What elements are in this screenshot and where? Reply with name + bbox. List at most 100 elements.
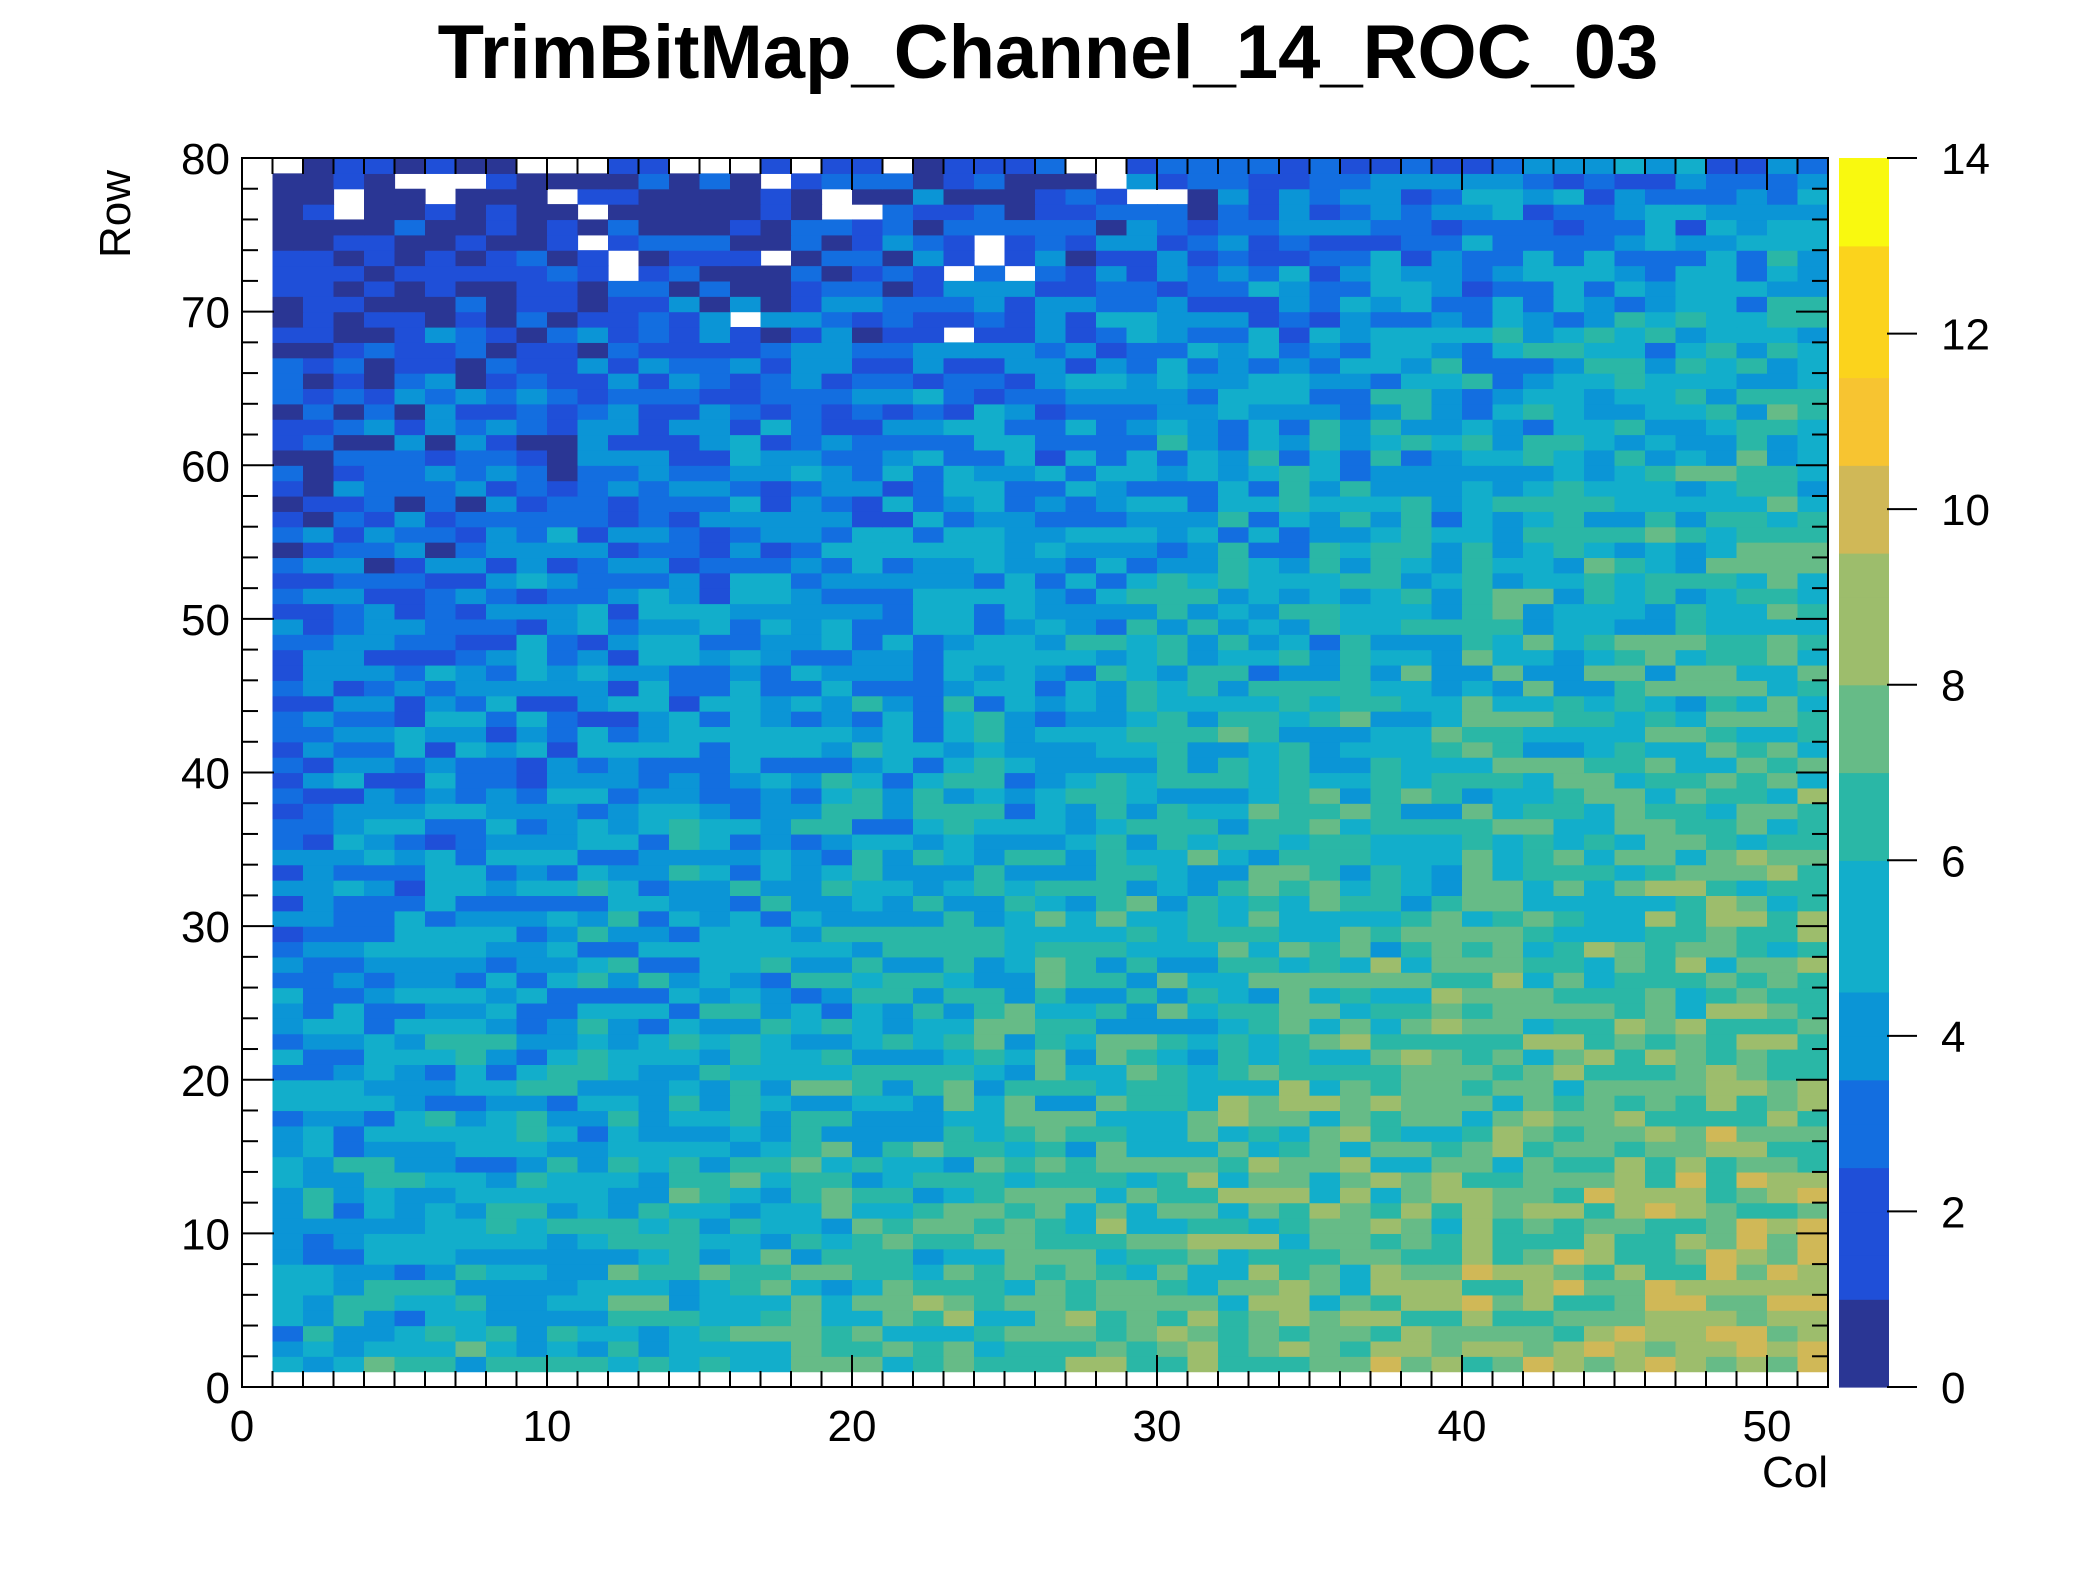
heatmap-cell bbox=[516, 173, 548, 190]
heatmap-cell bbox=[1767, 265, 1799, 282]
heatmap-cell bbox=[791, 603, 823, 620]
heatmap-cell bbox=[669, 204, 701, 221]
heatmap-cell bbox=[852, 480, 884, 497]
heatmap-cell bbox=[1431, 465, 1463, 482]
heatmap-cell bbox=[577, 757, 609, 774]
heatmap-cell bbox=[1065, 880, 1097, 896]
heatmap-cell bbox=[1706, 357, 1738, 374]
heatmap-cell bbox=[272, 833, 304, 850]
heatmap-cell bbox=[1492, 849, 1524, 866]
heatmap-cell bbox=[1126, 542, 1158, 559]
heatmap-cell bbox=[1553, 265, 1585, 282]
heatmap-cell bbox=[1187, 1356, 1219, 1373]
heatmap-cell bbox=[1614, 941, 1646, 958]
heatmap-cell bbox=[455, 1049, 487, 1065]
heatmap-cell bbox=[1401, 603, 1433, 620]
heatmap-cell bbox=[303, 803, 335, 820]
heatmap-cell bbox=[699, 726, 731, 743]
heatmap-cell bbox=[1187, 403, 1219, 420]
heatmap-cell bbox=[760, 711, 792, 728]
heatmap-cell bbox=[1370, 634, 1402, 651]
heatmap-cell bbox=[699, 449, 731, 466]
heatmap-cell bbox=[272, 280, 304, 297]
heatmap-cell bbox=[486, 1064, 518, 1081]
heatmap-cell bbox=[486, 250, 518, 267]
heatmap-cell bbox=[516, 588, 548, 605]
heatmap-cell bbox=[1675, 188, 1707, 205]
heatmap-cell bbox=[455, 480, 487, 497]
heatmap-cell bbox=[1035, 1233, 1067, 1250]
heatmap-cell bbox=[577, 634, 609, 651]
heatmap-cell bbox=[760, 542, 792, 559]
heatmap-cell bbox=[1431, 603, 1463, 620]
heatmap-cell bbox=[1523, 726, 1555, 743]
y-tick-label: 20 bbox=[181, 1057, 230, 1106]
heatmap-cell bbox=[1126, 972, 1158, 989]
heatmap-cell bbox=[1584, 1049, 1616, 1065]
heatmap-cell bbox=[913, 373, 945, 390]
heatmap-cell bbox=[1004, 1356, 1036, 1373]
heatmap-cell bbox=[272, 1033, 304, 1050]
heatmap-cell bbox=[1706, 926, 1738, 943]
heatmap-cell bbox=[486, 1095, 518, 1112]
heatmap-cell bbox=[364, 1002, 396, 1019]
heatmap-cell bbox=[1126, 1110, 1158, 1127]
heatmap-cell bbox=[1218, 864, 1250, 881]
heatmap-cell bbox=[303, 1310, 335, 1327]
heatmap-cell bbox=[730, 757, 762, 774]
heatmap-cell bbox=[669, 1156, 701, 1173]
heatmap-cell bbox=[272, 618, 304, 635]
heatmap-cell bbox=[1340, 1294, 1372, 1311]
heatmap-cell bbox=[791, 1018, 823, 1035]
heatmap-cell bbox=[730, 1125, 762, 1142]
heatmap-cell bbox=[699, 296, 731, 313]
heatmap-cell bbox=[1340, 910, 1372, 927]
heatmap-cell bbox=[1645, 296, 1677, 313]
heatmap-cell bbox=[547, 880, 579, 896]
heatmap-cell bbox=[1675, 511, 1707, 528]
heatmap-cell bbox=[1309, 1294, 1341, 1311]
heatmap-cell bbox=[1431, 1248, 1463, 1265]
heatmap-cell bbox=[882, 480, 914, 497]
heatmap-cell bbox=[1492, 926, 1524, 943]
heatmap-cell bbox=[638, 373, 670, 390]
heatmap-cell bbox=[821, 880, 853, 896]
heatmap-cell bbox=[638, 787, 670, 804]
heatmap-cell bbox=[1370, 342, 1402, 359]
heatmap-cell bbox=[1706, 250, 1738, 267]
heatmap-cell bbox=[1675, 1018, 1707, 1035]
heatmap-cell bbox=[852, 311, 884, 328]
heatmap-cell bbox=[1187, 265, 1219, 282]
heatmap-cell bbox=[1706, 987, 1738, 1004]
heatmap-cell bbox=[943, 649, 975, 666]
heatmap-cell bbox=[547, 695, 579, 712]
heatmap-cell bbox=[1462, 204, 1494, 221]
heatmap-cell bbox=[1126, 1233, 1158, 1250]
heatmap-cell bbox=[1340, 1310, 1372, 1327]
heatmap-cell bbox=[882, 1110, 914, 1127]
heatmap-cell bbox=[303, 926, 335, 943]
heatmap-cell bbox=[1126, 1218, 1158, 1234]
heatmap-cell bbox=[1706, 1218, 1738, 1234]
heatmap-cell bbox=[1462, 557, 1494, 574]
heatmap-cell bbox=[1187, 311, 1219, 328]
heatmap-cell bbox=[1340, 511, 1372, 528]
heatmap-cell bbox=[913, 1356, 945, 1373]
heatmap-cell bbox=[943, 1018, 975, 1035]
heatmap-cell bbox=[1553, 803, 1585, 820]
heatmap-cell bbox=[1004, 1110, 1036, 1127]
heatmap-cell bbox=[1431, 864, 1463, 881]
heatmap-cell bbox=[608, 1095, 640, 1112]
heatmap-cell bbox=[1431, 1156, 1463, 1173]
heatmap-cell bbox=[730, 526, 762, 543]
heatmap-cell bbox=[1675, 388, 1707, 405]
heatmap-cell bbox=[1523, 1356, 1555, 1373]
heatmap-cell bbox=[791, 634, 823, 651]
heatmap-cell bbox=[1767, 757, 1799, 774]
heatmap-cell bbox=[1645, 664, 1677, 681]
heatmap-cell bbox=[974, 1325, 1006, 1342]
heatmap-cell bbox=[1401, 265, 1433, 282]
heatmap-cell bbox=[1401, 803, 1433, 820]
heatmap-cell bbox=[1401, 849, 1433, 866]
heatmap-cell bbox=[1065, 1218, 1097, 1234]
